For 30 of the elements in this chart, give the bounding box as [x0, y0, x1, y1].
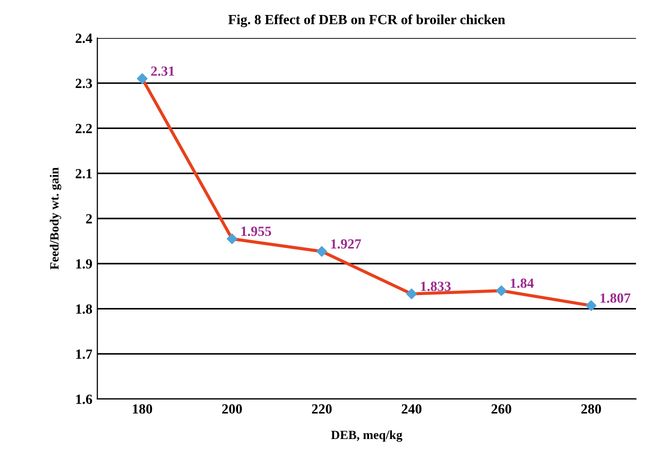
data-label: 1.927	[331, 239, 362, 249]
point	[316, 246, 328, 257]
x-tick-label: 180	[132, 404, 152, 414]
point	[496, 285, 507, 296]
y-tick-label: 2.2	[76, 124, 92, 134]
y-tick-label: 1.7	[76, 350, 92, 359]
y-tick-label: 2.1	[76, 168, 92, 178]
x-axis-title: DEB, meq/kg	[331, 430, 402, 442]
y-axis-title: Feed/Body wt. gain	[50, 167, 62, 270]
point	[586, 300, 596, 311]
x-tick-label: 200	[222, 404, 242, 414]
data-label: 1.84	[510, 278, 534, 288]
chart-title: Fig. 8 Effect of DEB on FCR of broiler chicken	[228, 14, 506, 28]
data-label: 1.833	[421, 282, 451, 292]
x-tick-label: 280	[581, 404, 602, 414]
y-tick-label: 2.3	[76, 78, 92, 88]
x-tick-label: 220	[312, 404, 332, 414]
x-tick-label: 260	[492, 404, 512, 414]
y-tick-label: 1.9	[76, 259, 92, 269]
y-tick-label: 2.4	[76, 34, 92, 44]
x-tick-label: 240	[402, 404, 422, 414]
point	[226, 234, 238, 244]
point	[406, 288, 417, 300]
data-label: 1.807	[600, 293, 630, 303]
data-label: 1.955	[241, 226, 272, 236]
point	[136, 73, 148, 84]
data-label: 2.31	[151, 66, 174, 76]
y-tick-label: 2	[86, 214, 92, 224]
y-tick-label: 1.8	[76, 304, 92, 314]
y-tick-label: 1.6	[76, 394, 92, 404]
